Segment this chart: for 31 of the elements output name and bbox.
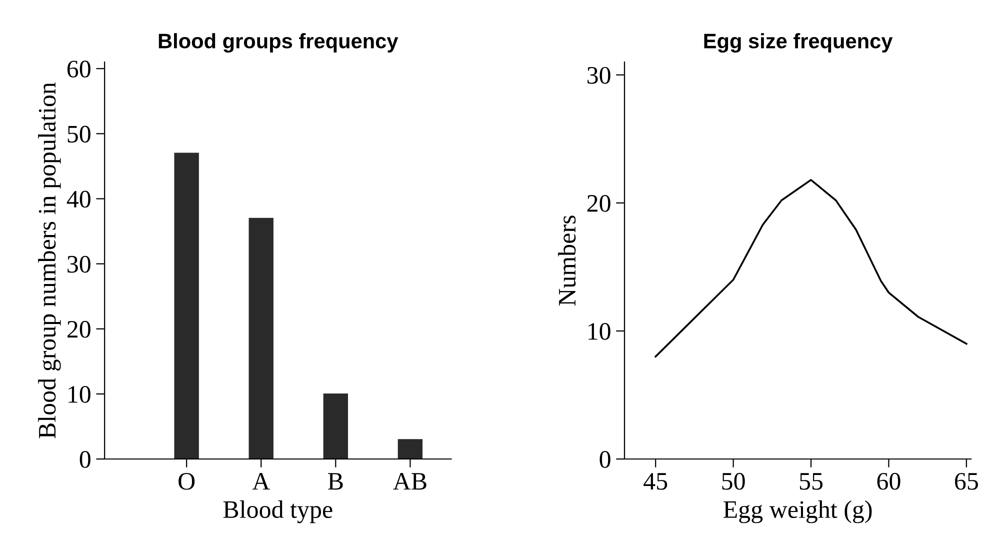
x-tick-label: 55 [800,473,823,490]
y-tick-label: 10 [68,386,90,403]
x-axis-title: Egg weight (g) [724,500,872,524]
x-tick-label: 50 [722,472,745,490]
chart-title: Blood groups frequency [158,33,398,53]
x-tick-label: AB [393,473,426,490]
line-series [654,178,968,358]
y-tick-label: 50 [68,126,90,143]
x-tick-label: 45 [644,473,668,490]
y-axis-title: Blood group numbers in population [38,82,61,438]
x-axis-title: Blood type [223,500,332,524]
x-tick-label: 65 [955,472,978,490]
y-axis-title: Numbers [558,216,576,306]
bar [398,439,423,459]
y-tick-label: 20 [67,320,90,338]
y-tick-label: 20 [587,194,610,212]
x-tick-label: 60 [877,472,900,490]
y-tick-label: 30 [68,256,90,273]
y-tick-label: 60 [67,60,90,78]
x-tick-label: B [328,473,343,490]
y-tick-label: 10 [588,323,610,340]
y-tick-label: 0 [80,451,90,468]
bar [248,218,274,459]
bar [174,152,199,459]
bar [323,394,348,459]
y-tick-label: 40 [66,190,90,208]
x-tick-label: O [178,472,195,490]
y-tick-label: 30 [587,66,610,84]
chart-title: Egg size frequency [704,33,893,53]
x-tick-label: A [252,473,270,490]
y-tick-label: 0 [600,451,610,468]
